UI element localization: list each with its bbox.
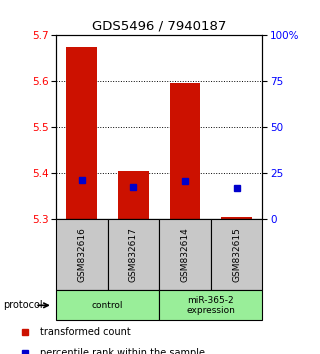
Text: miR-365-2
expression: miR-365-2 expression [186,296,235,315]
Bar [108,219,159,290]
Bar [211,219,262,290]
Text: protocol: protocol [3,300,43,310]
Text: GSM832616: GSM832616 [77,227,86,282]
Bar [159,219,211,290]
Bar [159,290,262,320]
Bar [66,47,97,219]
Text: GSM832614: GSM832614 [180,228,189,282]
Bar [221,217,252,219]
Bar [56,219,108,290]
Text: GSM832615: GSM832615 [232,227,241,282]
Text: transformed count: transformed count [41,327,131,337]
Text: control: control [92,301,123,310]
Text: percentile rank within the sample: percentile rank within the sample [41,348,205,354]
Title: GDS5496 / 7940187: GDS5496 / 7940187 [92,20,226,33]
Bar [170,83,201,219]
Bar [118,171,149,219]
Text: GSM832617: GSM832617 [129,227,138,282]
Bar [56,290,159,320]
